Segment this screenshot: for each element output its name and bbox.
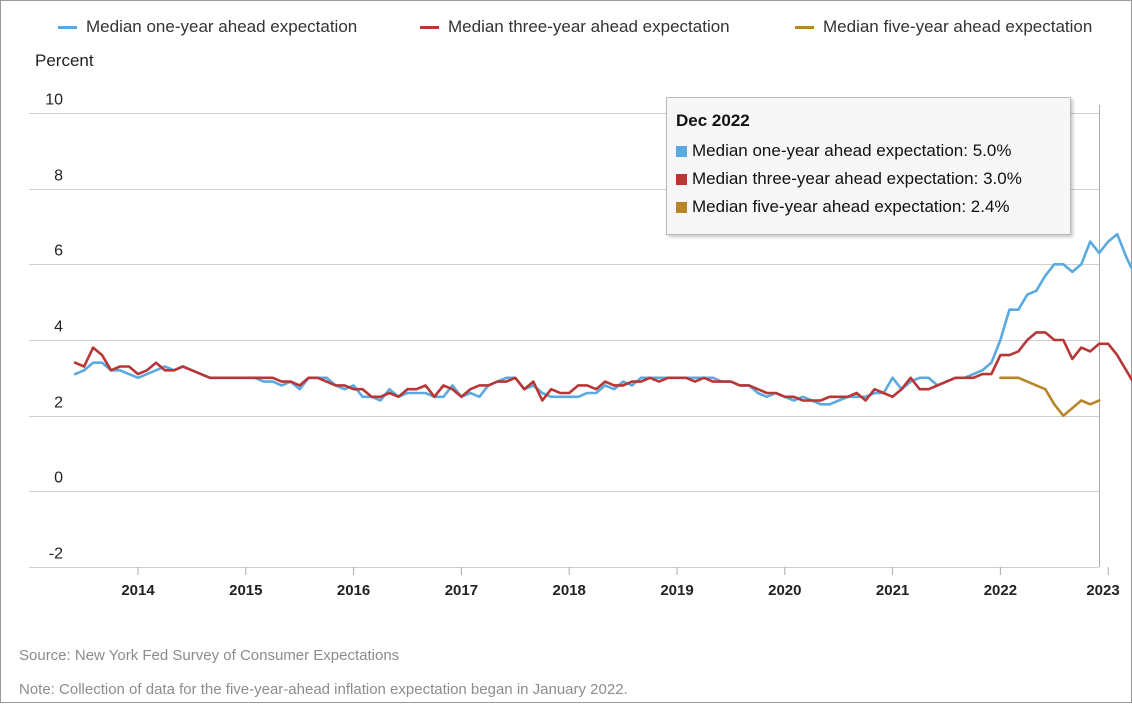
y-axis-unit-label: Percent xyxy=(35,51,94,70)
tooltip-row-one-year: Median one-year ahead expectation: 5.0% xyxy=(676,141,1011,161)
legend-label-three-year: Median three-year ahead expectation xyxy=(448,17,730,36)
legend-label-one-year: Median one-year ahead expectation xyxy=(86,17,358,36)
y-tick-label: -2 xyxy=(49,546,63,563)
x-tick-label: 2022 xyxy=(984,582,1017,599)
y-tick-label: 0 xyxy=(54,470,63,487)
tooltip-row-three-year: Median three-year ahead expectation: 3.0… xyxy=(676,169,1022,189)
tooltip-row-five-year: Median five-year ahead expectation: 2.4% xyxy=(676,197,1010,217)
legend-item-three-year[interactable]: Median three-year ahead expectation xyxy=(420,17,730,37)
x-tick-label: 2021 xyxy=(876,582,909,599)
tooltip-title: Dec 2022 xyxy=(676,111,750,130)
x-tick-label: 2020 xyxy=(768,582,801,599)
legend-item-one-year[interactable]: Median one-year ahead expectation xyxy=(58,17,357,37)
x-tick-label: 2023 xyxy=(1086,582,1119,599)
y-tick-label: 6 xyxy=(54,243,63,260)
series-lines xyxy=(73,232,1132,418)
data-tooltip: Dec 2022 Median one-year ahead expectati… xyxy=(666,97,1071,235)
y-tick-label: 2 xyxy=(54,395,63,412)
gridlines xyxy=(29,105,1100,568)
x-tick-label: 2018 xyxy=(553,582,586,599)
legend-swatch-five-year xyxy=(795,25,814,29)
y-tick-label: 4 xyxy=(54,319,63,336)
tooltip-swatch-three-year xyxy=(676,173,687,185)
series-line-three-year[interactable] xyxy=(73,331,1132,402)
tooltip-swatch-five-year xyxy=(676,201,687,213)
tooltip-text-five-year: Median five-year ahead expectation: 2.4% xyxy=(692,197,1010,216)
y-tick-label: 10 xyxy=(45,92,63,109)
x-tick-label: 2014 xyxy=(121,582,155,599)
x-axis-tick-labels: 2014 2015 2016 2017 2018 2019 2020 2021 2022 2023 xyxy=(121,567,1120,599)
tooltip-text-three-year: Median three-year ahead expectation: 3.0… xyxy=(692,169,1022,188)
legend-swatch-one-year xyxy=(58,25,77,29)
footnote: Note: Collection of data for the five-ye… xyxy=(19,681,628,698)
x-tick-label: 2017 xyxy=(445,582,478,599)
legend-item-five-year[interactable]: Median five-year ahead expectation xyxy=(795,17,1092,37)
y-tick-label: 8 xyxy=(54,168,63,185)
x-tick-label: 2019 xyxy=(660,582,693,599)
y-axis-tick-labels: -2 0 2 4 6 8 10 xyxy=(45,92,63,563)
source-note: Source: New York Fed Survey of Consumer … xyxy=(19,647,400,664)
x-tick-label: 2016 xyxy=(337,582,370,599)
tooltip-text-one-year: Median one-year ahead expectation: 5.0% xyxy=(692,141,1012,160)
chart-legend: Median one-year ahead expectation Median… xyxy=(1,17,1132,43)
legend-label-five-year: Median five-year ahead expectation xyxy=(823,17,1093,36)
x-tick-label: 2015 xyxy=(229,582,262,599)
tooltip-swatch-one-year xyxy=(676,145,687,157)
series-line-five-year[interactable] xyxy=(999,376,1101,418)
legend-swatch-three-year xyxy=(420,25,439,29)
